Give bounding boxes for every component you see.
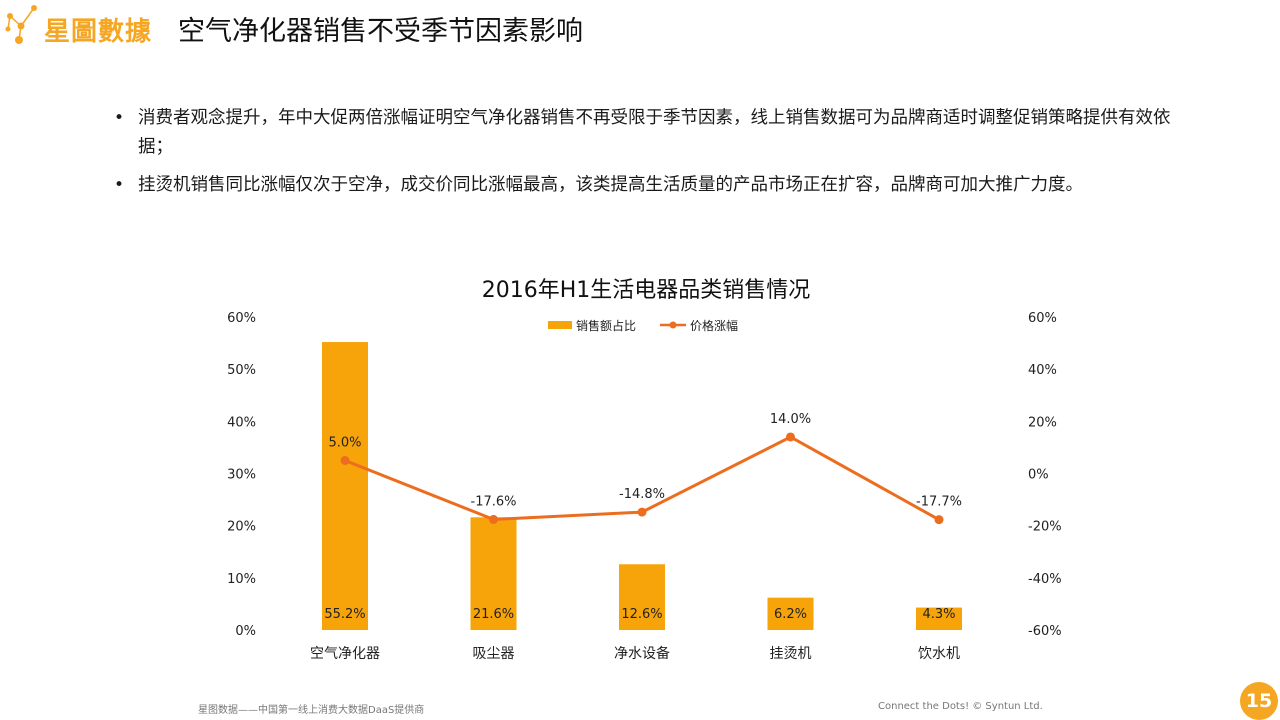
bar-data-label: 55.2% — [324, 607, 365, 622]
x-tick-label: 挂烫机 — [770, 646, 812, 662]
legend-label: 价格涨幅 — [690, 318, 738, 333]
line-data-label: 5.0% — [328, 435, 361, 450]
legend-swatch-bar — [548, 321, 572, 329]
y-left-tick-label: 20% — [227, 520, 256, 535]
y-right-tick-label: -20% — [1028, 520, 1062, 535]
line-point — [340, 455, 350, 465]
logo-dots-icon — [5, 5, 37, 44]
x-tick-label: 净水设备 — [614, 645, 670, 662]
footer-tagline: 星图数据——中国第一线上消费大数据DaaS提供商 — [198, 705, 425, 716]
line-data-label: 14.0% — [770, 412, 811, 427]
bar — [470, 517, 517, 630]
line-point — [786, 432, 795, 442]
y-right-tick-label: 60% — [1028, 311, 1057, 326]
line-data-label: -14.8% — [619, 487, 665, 502]
legend-swatch-marker — [669, 321, 677, 329]
page-number-badge: 15 — [1240, 682, 1278, 720]
logo-text: 星圖數據 — [44, 17, 153, 47]
bar-data-label: 12.6% — [621, 607, 662, 622]
legend-label: 销售额占比 — [576, 318, 636, 333]
line-point — [637, 507, 647, 517]
y-right-tick-label: 0% — [1028, 468, 1049, 483]
x-tick-label: 空气净化器 — [310, 646, 380, 662]
price-change-line — [344, 435, 940, 521]
x-tick-label: 吸尘器 — [473, 646, 515, 662]
line-point — [489, 514, 498, 524]
y-left-tick-label: 30% — [227, 468, 256, 483]
x-tick-label: 饮水机 — [918, 646, 960, 662]
y-right-tick-label: -60% — [1028, 624, 1062, 639]
bullet-item: 挂烫机销售同比涨幅仅次于空净，成交价同比涨幅最高，该类提高生活质量的产品市场正在… — [112, 171, 1192, 200]
bar-data-label: 6.2% — [774, 607, 807, 622]
line-point — [934, 515, 944, 525]
y-left-tick-label: 10% — [227, 572, 256, 587]
bar-data-label: 4.3% — [922, 607, 955, 622]
bar — [916, 607, 962, 630]
bullet-item: 消费者观念提升，年中大促两倍涨幅证明空气净化器销售不再受限于季节因素，线上销售数… — [112, 104, 1192, 162]
y-left-tick-label: 40% — [227, 415, 256, 430]
bar — [619, 564, 665, 630]
y-right-tick-label: 40% — [1028, 363, 1057, 378]
y-left-tick-label: 60% — [227, 311, 256, 326]
y-right-tick-label: 20% — [1028, 415, 1057, 430]
bullet-list: 消费者观念提升，年中大促两倍涨幅证明空气净化器销售不再受限于季节因素，线上销售数… — [112, 104, 1192, 209]
bar-data-label: 21.6% — [473, 607, 514, 622]
footer-copyright: Connect the Dots! © Syntun Ltd. — [878, 701, 1043, 712]
y-right-tick-label: -40% — [1028, 572, 1062, 587]
line-data-label: -17.6% — [471, 494, 517, 509]
y-left-tick-label: 0% — [235, 624, 256, 639]
logo: 星圖數據 — [4, 2, 172, 48]
y-left-tick-label: 50% — [227, 363, 256, 378]
slide-title: 空气净化器销售不受季节因素影响 — [178, 16, 583, 47]
bar — [322, 342, 368, 630]
line-data-label: -17.7% — [916, 495, 962, 510]
chart-title: 2016年H1生活电器品类销售情况 — [481, 278, 811, 303]
bar — [767, 597, 814, 630]
